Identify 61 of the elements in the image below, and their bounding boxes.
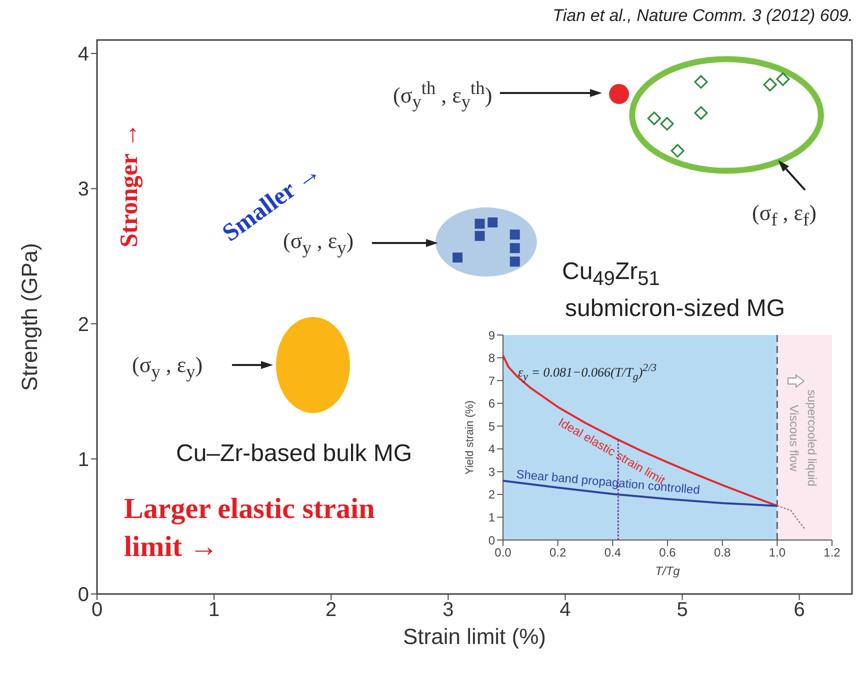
- x-tick-label: 1: [208, 599, 220, 622]
- x-tick-label: 1.0: [768, 546, 786, 560]
- line-series: [503, 354, 778, 507]
- point: [488, 217, 498, 228]
- y-tick-label: 2: [488, 488, 496, 502]
- y-tick-label: 8: [488, 351, 496, 366]
- x-axis-title: T/Tg: [655, 564, 680, 578]
- line-series: [776, 505, 806, 530]
- y-tick-label: 0: [78, 584, 89, 606]
- point: [763, 78, 777, 92]
- point: [647, 112, 661, 126]
- y-tick-label: 1: [78, 448, 89, 471]
- x-tick-label: 0.4: [604, 546, 622, 560]
- x-tick-label: 3: [442, 599, 454, 622]
- y-tick-label: 7: [488, 374, 496, 388]
- y-axis-title: Yield strain (%): [464, 400, 476, 475]
- point: [510, 243, 520, 254]
- annotation: Stronger →: [116, 122, 144, 248]
- point: [609, 84, 630, 104]
- y-tick-label: 1: [488, 510, 496, 524]
- annotation: supercooled liquid: [805, 390, 819, 486]
- x-tick-label: 0.8: [714, 546, 731, 560]
- annotation: (σ$_{y}$ , ε$_{y}$): [132, 352, 203, 382]
- point: [694, 106, 708, 120]
- annotation: (σ$_{y}$$^{th}$ , ε$_{y}$$^{th}$): [393, 78, 492, 113]
- y-tick-label: 9: [488, 328, 496, 342]
- y-tick-label: 4: [78, 44, 89, 66]
- annotation: submicron-sized MG: [565, 295, 786, 323]
- y-tick-label: 6: [488, 396, 496, 411]
- x-tick-label: 4: [560, 599, 571, 622]
- annotation: (σ$_{f}$ , ε$_{f}$): [752, 200, 816, 230]
- annotation: ε$_{y}$ = 0.081−0.066(T/T$_{g}$)$^{2/3}$: [518, 362, 656, 383]
- point: [452, 252, 463, 263]
- point: [474, 218, 485, 229]
- y-tick-label: 4: [488, 442, 496, 456]
- annotation: Cu$_{49}$Zr$_{51}$: [562, 258, 660, 291]
- x-tick-label: 6: [794, 599, 805, 622]
- y-tick-label: 2: [78, 314, 89, 336]
- point: [660, 116, 674, 131]
- text: Tian et al., Nature Comm. 3 (2012) 609.: [552, 6, 853, 26]
- y-tick-label: 3: [488, 464, 496, 479]
- point: [694, 75, 708, 89]
- x-tick-label: 1.2: [824, 546, 841, 560]
- annotation: Cu–Zr-based bulk MG: [176, 440, 412, 468]
- y-tick-label: 3: [78, 178, 89, 201]
- y-tick-label: 0: [488, 533, 496, 548]
- point: [510, 256, 520, 267]
- point: [474, 230, 485, 241]
- x-tick-label: 2: [326, 599, 337, 622]
- x-tick-label: 5: [676, 599, 688, 622]
- point: [670, 144, 684, 158]
- annotation: Viscous flow: [787, 404, 801, 472]
- x-axis-title: Strain limit (%): [402, 624, 546, 649]
- x-tick-label: 0.2: [549, 546, 566, 560]
- point: [776, 72, 790, 86]
- x-tick-label: 0.6: [659, 546, 676, 560]
- point: [510, 230, 520, 240]
- y-tick-label: 5: [488, 419, 496, 434]
- annotation: Larger elastic strain limit →: [124, 492, 376, 565]
- x-tick-label: 0.0: [494, 546, 512, 560]
- y-axis-title: Strength (GPa): [16, 243, 42, 391]
